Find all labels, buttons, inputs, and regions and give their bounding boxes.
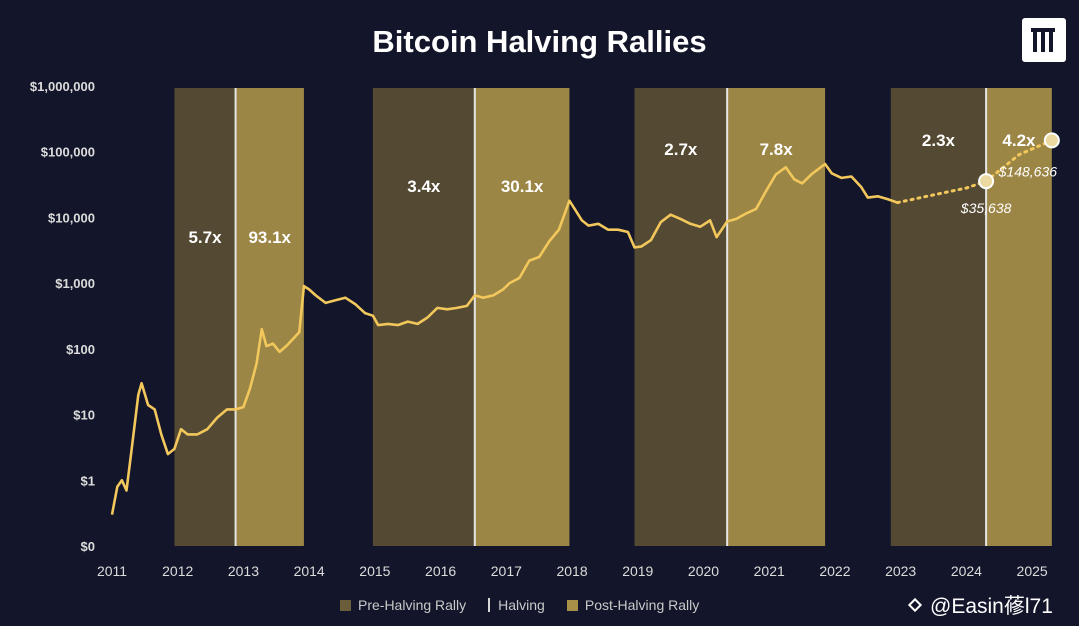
y-tick-label-2: $10 <box>73 408 95 423</box>
legend-item-halving: Halving <box>488 597 545 613</box>
legend-label-pre: Pre-Halving Rally <box>358 597 467 613</box>
legend-label-post: Post-Halving Rally <box>584 597 700 613</box>
binance-square-icon <box>906 596 924 614</box>
band-pre-6 <box>890 88 987 546</box>
band-multiplier-3: 30.1x <box>501 177 544 196</box>
band-post-3 <box>474 88 570 546</box>
band-multiplier-2: 3.4x <box>407 177 441 196</box>
x-tick-label-7: 2018 <box>556 563 587 579</box>
band-pre-0 <box>174 88 236 546</box>
x-tick-label-12: 2023 <box>885 563 916 579</box>
legend-label-halving: Halving <box>498 597 545 613</box>
x-tick-label-2: 2013 <box>228 563 259 579</box>
x-tick-label-4: 2015 <box>359 563 390 579</box>
y-tick-label-6: $100,000 <box>41 145 95 160</box>
y-axis: $0 $1 $10 $100 $1,000 $10,000 $100,000 $1,000,0… <box>30 79 95 554</box>
projection-point-1 <box>1043 132 1060 149</box>
y-tick-label-1: $1 <box>81 473 95 488</box>
series-layer <box>110 138 1054 515</box>
band-post-7 <box>986 88 1052 546</box>
band-post-1 <box>235 88 304 546</box>
band-multiplier-6: 2.3x <box>922 131 956 150</box>
legend-swatch-post <box>566 599 578 611</box>
x-axis: 2011 2012 2013 2014 2015 2016 2017 2018 2019 2020… <box>97 563 1048 579</box>
band-multiplier-5: 7.8x <box>760 140 794 159</box>
chart-title: Bitcoin Halving Rallies <box>372 24 707 59</box>
watermark: @Easin蓚l71 <box>906 590 1053 620</box>
y-tick-label-7: $1,000,000 <box>30 79 95 94</box>
band-multiplier-4: 2.7x <box>664 140 698 159</box>
band-multiplier-0: 5.7x <box>188 228 222 247</box>
x-tick-label-5: 2016 <box>425 563 456 579</box>
price-line <box>110 162 898 515</box>
legend-item-post: Post-Halving Rally <box>566 597 700 613</box>
band-post-5 <box>727 88 826 546</box>
band-pre-4 <box>634 88 728 546</box>
x-tick-label-1: 2012 <box>162 563 193 579</box>
x-tick-label-10: 2021 <box>754 563 785 579</box>
y-tick-label-5: $10,000 <box>48 210 95 225</box>
x-tick-label-0: 2011 <box>97 563 127 579</box>
projection-point-0 <box>978 173 995 190</box>
pantera-logo-icon <box>1022 18 1066 62</box>
legend-swatch-pre <box>340 599 351 611</box>
y-tick-label-0: $0 <box>81 539 95 554</box>
projection-label-0: $35,638 <box>960 200 1012 216</box>
projection-label-1: $148,636 <box>998 163 1058 179</box>
x-tick-label-8: 2019 <box>622 563 653 579</box>
halving-layer <box>234 88 988 546</box>
x-tick-label-11: 2022 <box>819 563 850 579</box>
y-tick-label-3: $100 <box>66 342 95 357</box>
band-multiplier-7: 4.2x <box>1002 131 1036 150</box>
watermark-text: @Easin蓚l71 <box>930 595 1053 618</box>
y-tick-label-4: $1,000 <box>55 276 95 291</box>
projection-line <box>895 138 1054 205</box>
labels-layer: $35,638 $148,636 5.7x 93.1x 3.4x 30.1x 2.7x 7.8… <box>188 131 1060 247</box>
legend: Pre-Halving Rally Halving Post-Halving R… <box>340 596 721 614</box>
band-multiplier-1: 93.1x <box>248 228 291 247</box>
x-tick-label-13: 2024 <box>951 563 982 579</box>
x-tick-label-14: 2025 <box>1017 563 1048 579</box>
x-tick-label-9: 2020 <box>688 563 719 579</box>
legend-item-pre: Pre-Halving Rally <box>340 597 466 613</box>
x-tick-label-3: 2014 <box>294 563 325 579</box>
bands-layer <box>174 88 1052 546</box>
x-tick-label-6: 2017 <box>491 563 522 579</box>
band-pre-2 <box>372 88 475 546</box>
legend-mark-halving <box>488 598 491 612</box>
